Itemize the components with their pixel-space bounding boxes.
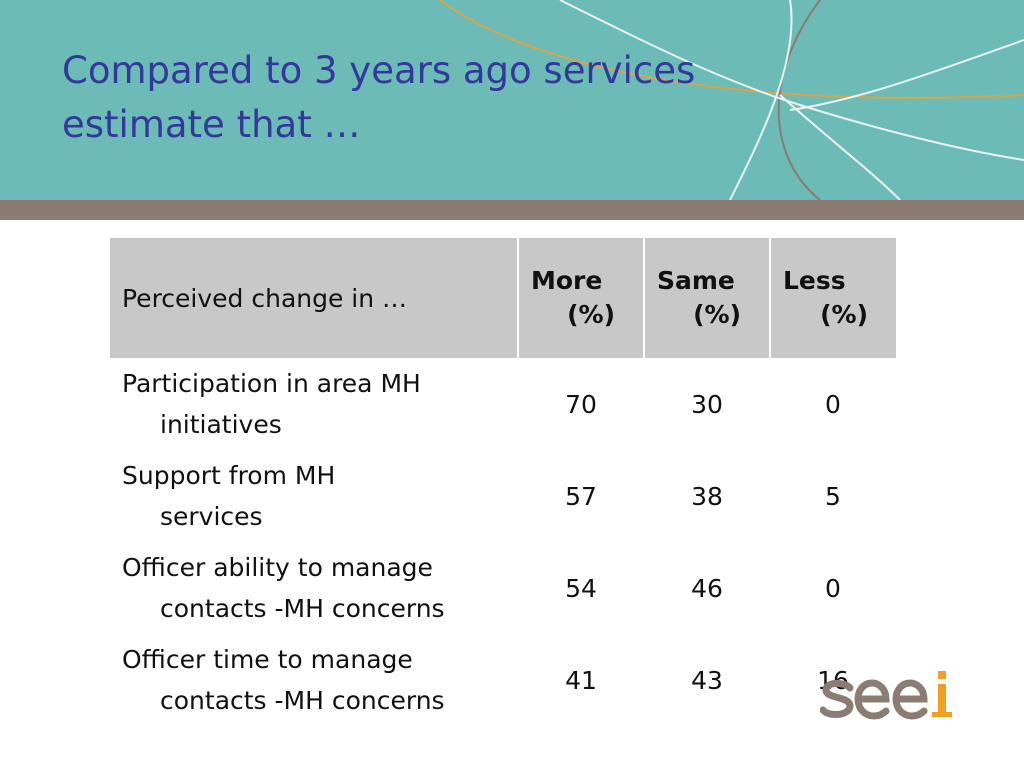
table-header-row: Perceived change in … More (%) Same (%) … <box>110 238 896 358</box>
cell-same: 38 <box>691 481 723 511</box>
row-label-line2: initiatives <box>160 410 282 439</box>
row-label-line2: services <box>160 502 263 531</box>
cell-more: 57 <box>565 481 597 511</box>
row-label-line1: Officer time to manage <box>122 645 413 674</box>
cell-more: 54 <box>565 573 597 603</box>
cell-same: 46 <box>691 573 723 603</box>
header-banner: Compared to 3 years ago services estimat… <box>0 0 1024 200</box>
cell-same: 30 <box>691 389 723 419</box>
row-label: Participation in area MH initiatives <box>110 358 518 450</box>
cell-more: 41 <box>565 665 597 695</box>
perceived-change-table: Perceived change in … More (%) Same (%) … <box>110 238 896 726</box>
row-label-line1: Participation in area MH <box>122 369 421 398</box>
cell-less: 5 <box>825 481 841 511</box>
decorative-curves <box>439 0 1024 200</box>
cell-more: 70 <box>565 389 597 419</box>
slide-title: Compared to 3 years ago services estimat… <box>62 49 696 146</box>
cell-less: 0 <box>825 389 841 419</box>
column-header-less-unit: (%) <box>820 300 868 329</box>
row-label: Support from MH services <box>110 450 518 542</box>
cell-less: 0 <box>825 573 841 603</box>
column-header-same-unit: (%) <box>693 300 741 329</box>
row-label: Officer ability to manage contacts -MH c… <box>110 542 518 634</box>
row-label-line2: contacts -MH concerns <box>160 594 445 623</box>
table-row: Participation in area MH initiatives 70 … <box>110 358 896 450</box>
column-header-more: More (%) <box>518 238 645 358</box>
column-header-same-label: Same <box>657 266 735 295</box>
column-header-more-label: More <box>531 266 603 295</box>
table-row: Officer time to manage contacts -MH conc… <box>110 634 896 726</box>
table-row: Support from MH services 57 38 5 <box>110 450 896 542</box>
column-header-less-label: Less <box>783 266 846 295</box>
row-label-line1: Officer ability to manage <box>122 553 433 582</box>
cell-same: 43 <box>691 665 723 695</box>
column-header-less: Less (%) <box>770 238 896 358</box>
cell-less: 16 <box>817 665 849 695</box>
row-label-line1: Support from MH <box>122 461 336 490</box>
column-header-more-unit: (%) <box>567 300 615 329</box>
row-label-line2: contacts -MH concerns <box>160 686 445 715</box>
table-row: Officer ability to manage contacts -MH c… <box>110 542 896 634</box>
seei-logo <box>820 671 952 720</box>
header-divider-band <box>0 200 1024 220</box>
column-header-same: Same (%) <box>644 238 771 358</box>
row-label: Officer time to manage contacts -MH conc… <box>110 634 518 726</box>
column-header-perceived-change: Perceived change in … <box>110 238 519 358</box>
